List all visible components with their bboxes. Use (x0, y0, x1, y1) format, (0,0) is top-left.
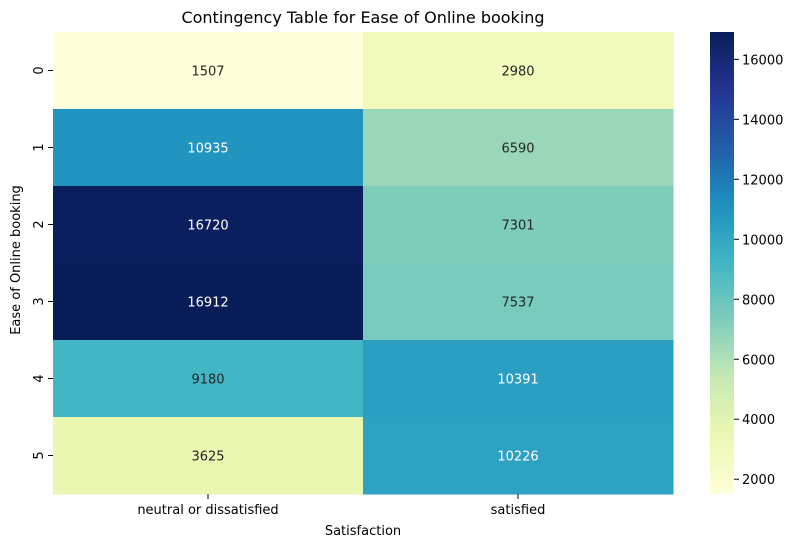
cell-value-label: 10935 (187, 142, 228, 157)
cell-value-label: 10226 (497, 450, 538, 465)
colorbar-gradient (710, 32, 734, 494)
cell-value-label: 7301 (501, 219, 534, 234)
colorbar-tick-label: 4000 (742, 413, 775, 428)
y-tick-label: 1 (32, 143, 47, 151)
heatmap-cell (363, 263, 674, 341)
y-tick-label: 2 (32, 220, 47, 228)
y-tick-label: 0 (32, 66, 47, 74)
colorbar-tick-label: 14000 (742, 113, 783, 128)
cell-value-label: 6590 (501, 142, 534, 157)
colorbar: 2000 4000 6000 8000 10000 12000 14000 16000 (710, 32, 783, 494)
heatmap-cells: 1507 2980 10935 6590 16720 7301 16912 7537 9180 1… (53, 32, 674, 495)
cell-value-label: 9180 (191, 373, 224, 388)
chart-title: Contingency Table for Ease of Online boo… (181, 8, 544, 27)
x-tick-label: satisfied (491, 503, 546, 518)
y-tick-label: 5 (32, 451, 47, 459)
heatmap-cell (363, 417, 674, 495)
colorbar-tick-label: 12000 (742, 173, 783, 188)
cell-value-label: 10391 (497, 373, 538, 388)
heatmap-cell (53, 340, 364, 418)
cell-value-label: 3625 (191, 450, 224, 465)
x-tick-label: neutral or dissatisfied (137, 503, 278, 518)
cell-value-label: 2980 (501, 65, 534, 80)
cell-value-label: 1507 (191, 65, 224, 80)
heatmap-cell (363, 186, 674, 264)
x-axis-label: Satisfaction (325, 524, 401, 539)
colorbar-tick-label: 6000 (742, 353, 775, 368)
cell-value-label: 7537 (501, 296, 534, 311)
cell-value-label: 16912 (187, 296, 228, 311)
y-axis: 0 1 2 3 4 5 (32, 66, 53, 460)
cell-value-label: 16720 (187, 219, 228, 234)
heatmap-cell (53, 32, 364, 110)
heatmap-cell (53, 109, 364, 187)
y-tick-label: 4 (32, 374, 47, 382)
heatmap-cell (363, 32, 674, 110)
colorbar-tick-label: 2000 (742, 473, 775, 488)
heatmap-cell (53, 186, 364, 264)
colorbar-tick-label: 10000 (742, 233, 783, 248)
heatmap-cell (363, 109, 674, 187)
heatmap-cell (53, 263, 364, 341)
x-axis: neutral or dissatisfied satisfied (137, 494, 545, 518)
colorbar-tick-label: 16000 (742, 53, 783, 68)
y-axis-label: Ease of Online booking (9, 185, 24, 335)
colorbar-tick-label: 8000 (742, 293, 775, 308)
y-tick-label: 3 (32, 297, 47, 305)
heatmap-cell (53, 417, 364, 495)
heatmap-cell (363, 340, 674, 418)
